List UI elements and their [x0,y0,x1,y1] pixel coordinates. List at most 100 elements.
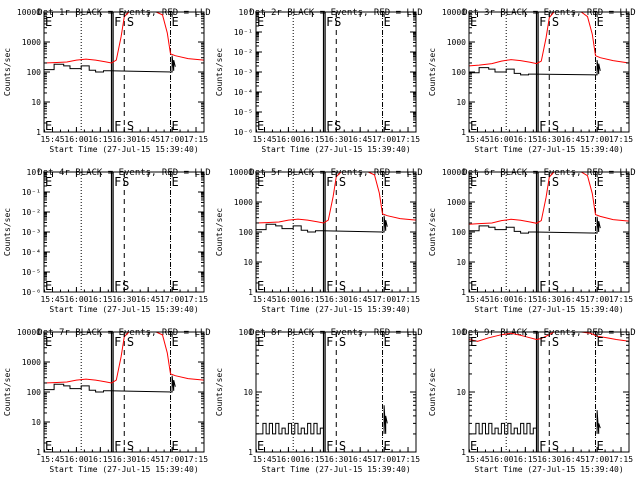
flag-label: S [339,335,346,349]
y-axis-label: Counts/sec [3,208,12,256]
x-tick-label: 16:00 [489,455,513,464]
events-series-line [469,422,537,435]
x-tick-label: 17:15 [609,295,633,304]
x-tick-label: 15:45 [252,135,276,144]
flag-label: F [114,119,121,133]
x-axis-label: Start Time (27-Jul-15 15:39:40) [261,145,410,154]
x-tick-label: 17:00 [160,295,184,304]
y-tick-label: 10⁻² [22,208,41,217]
x-tick-label: 17:00 [160,135,184,144]
lld-series-line [469,332,629,342]
flag-label: F [539,439,546,453]
y-tick-label: 100 [452,68,467,77]
y-tick-label: 10⁻⁶ [22,288,41,297]
flag-label: F [114,15,121,29]
flag-label: S [552,279,559,293]
x-tick-label: 16:15 [513,135,537,144]
y-tick-label: 1000 [447,38,466,47]
x-tick-label: 16:15 [88,135,112,144]
flag-label: E [257,439,264,453]
y-tick-label: 10⁰ [239,8,253,17]
flag-label: F [539,279,546,293]
plot-area [256,172,416,292]
events-series-line [469,216,601,234]
flag-label: E [45,119,52,133]
x-tick-label: 16:15 [88,455,112,464]
y-tick-label: 10⁰ [27,168,41,177]
lld-series-line [469,12,629,67]
flag-label: E [470,279,477,293]
flag-label: F [114,175,121,189]
x-tick-label: 15:45 [465,295,489,304]
y-tick-label: 10⁻² [234,48,253,57]
x-tick-label: 17:15 [609,135,633,144]
x-tick-label: 15:45 [40,295,64,304]
flag-label: E [384,439,391,453]
lld-series-line [256,172,416,224]
y-axis-label: Counts/sec [3,48,12,96]
x-tick-label: 16:15 [300,455,324,464]
events-series-line [596,410,601,434]
flag-label: S [334,119,341,133]
x-tick-label: 15:45 [40,135,64,144]
x-tick-label: 17:00 [372,135,396,144]
flag-label: E [384,175,391,189]
flag-label: E [384,119,391,133]
x-tick-label: 17:15 [184,295,208,304]
x-tick-label: 16:15 [88,295,112,304]
flag-label: S [334,15,341,29]
y-axis-label: Counts/sec [215,368,224,416]
y-tick-label: 10000 [442,8,466,17]
x-tick-label: 17:15 [184,455,208,464]
y-tick-label: 10 [243,258,253,267]
plot-area [44,332,204,452]
x-tick-label: 16:15 [513,455,537,464]
flag-label: E [384,15,391,29]
y-tick-label: 1000 [234,198,253,207]
flag-label: E [257,15,264,29]
y-tick-label: 1 [36,448,41,457]
flag-label: E [257,175,264,189]
y-tick-label: 10 [31,418,41,427]
x-axis-label: Start Time (27-Jul-15 15:39:40) [49,465,198,474]
detector-panel-9: Det 9r BLACK = Events, RED = LLDEEFFSSEE… [428,328,636,474]
x-tick-label: 16:45 [136,135,160,144]
flag-label: S [552,335,559,349]
flag-label: E [172,119,179,133]
y-tick-label: 10⁻⁴ [22,248,41,257]
flag-label: S [552,15,559,29]
y-tick-label: 1000 [22,38,41,47]
y-tick-label: 10000 [229,168,253,177]
flag-label: E [45,335,52,349]
x-tick-label: 16:45 [348,455,372,464]
detector-panel-7: Det 7r BLACK = Events, RED = LLDEEFFSSEE… [3,328,211,474]
x-tick-label: 16:45 [136,295,160,304]
flag-label: E [470,119,477,133]
plot-area [469,332,629,452]
flag-label: E [172,439,179,453]
x-tick-label: 17:15 [396,135,420,144]
events-series-line [44,375,176,393]
y-tick-label: 10 [456,388,466,397]
y-tick-label: 1 [461,448,466,457]
flag-label: F [326,119,333,133]
flag-label: F [539,335,546,349]
y-tick-label: 10⁻¹ [22,188,41,197]
y-tick-label: 1 [461,128,466,137]
lld-series-line [469,172,629,225]
y-tick-label: 1 [248,288,253,297]
flag-label: F [326,439,333,453]
x-tick-label: 17:00 [372,295,396,304]
flag-label: S [339,439,346,453]
x-tick-label: 16:15 [300,135,324,144]
detector-panel-4: Det 4r BLACK = Events, RED = LLDEEFFSSEE… [3,168,211,314]
x-tick-label: 15:45 [465,455,489,464]
y-tick-label: 10 [31,98,41,107]
flag-label: S [552,439,559,453]
flag-label: E [257,279,264,293]
flag-label: E [45,279,52,293]
x-tick-label: 16:45 [136,455,160,464]
flag-label: S [122,279,129,293]
y-tick-label: 100 [452,228,467,237]
flag-label: S [552,119,559,133]
